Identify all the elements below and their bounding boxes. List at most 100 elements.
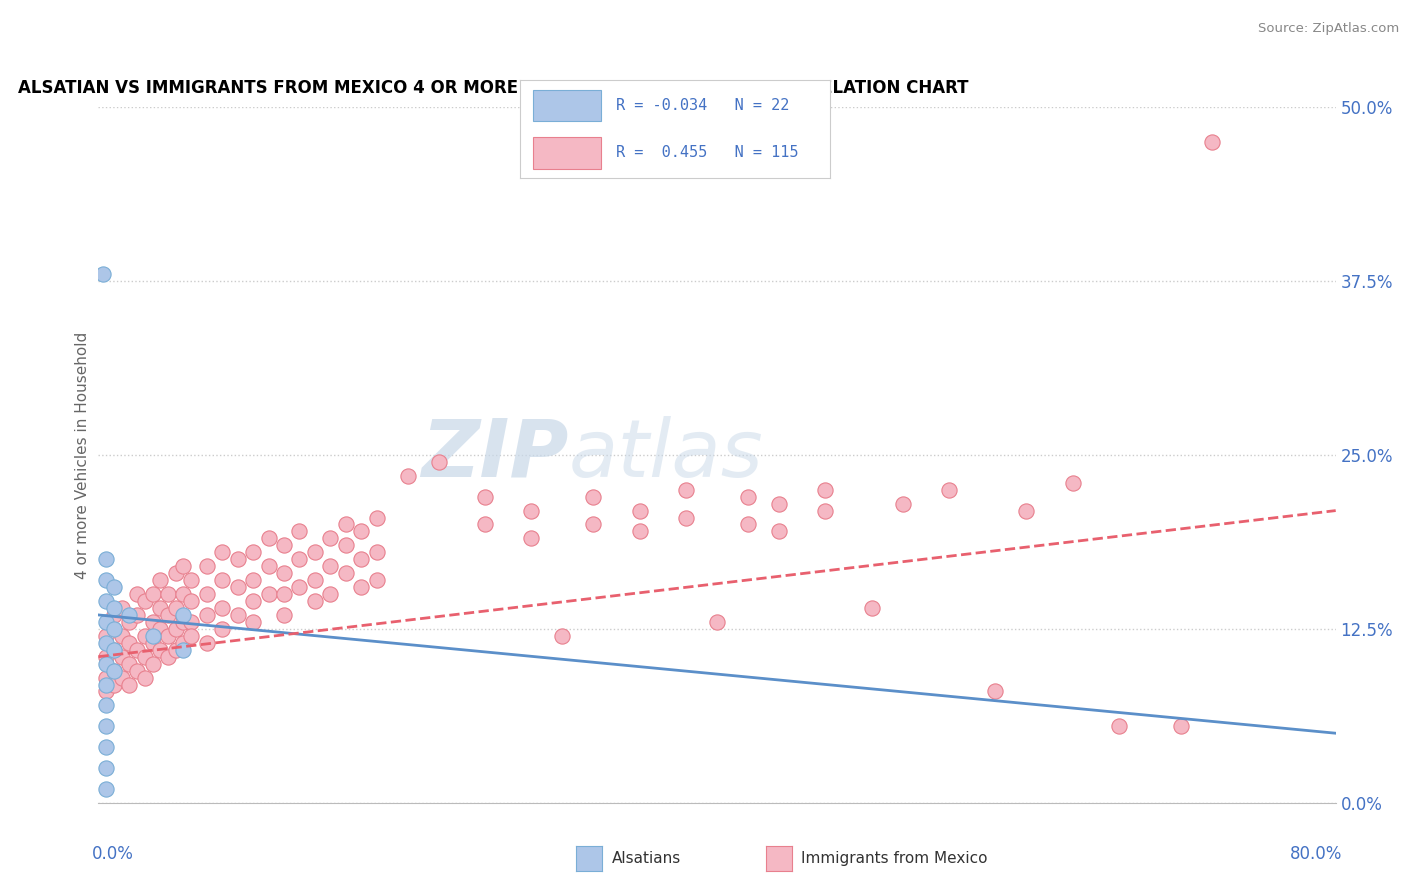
Point	[173, 559, 195, 574]
Point	[628, 503, 651, 517]
Point	[111, 649, 134, 664]
Point	[134, 671, 156, 685]
Point	[103, 601, 125, 615]
Point	[675, 483, 697, 497]
Point	[335, 566, 357, 581]
Point	[582, 490, 605, 504]
Point	[242, 594, 264, 608]
Point	[91, 267, 114, 281]
Point	[96, 740, 118, 755]
Point	[103, 607, 125, 622]
Point	[242, 615, 264, 629]
Point	[366, 573, 388, 587]
Point	[157, 649, 180, 664]
Point	[118, 677, 141, 691]
Point	[226, 580, 249, 594]
Point	[860, 601, 883, 615]
Point	[103, 664, 125, 678]
Point	[366, 545, 388, 559]
Point	[319, 587, 342, 601]
Point	[165, 566, 187, 581]
Point	[335, 538, 357, 552]
Point	[134, 649, 156, 664]
Point	[149, 573, 172, 587]
Point	[180, 629, 202, 643]
Point	[127, 587, 149, 601]
Point	[257, 587, 280, 601]
Point	[103, 642, 125, 657]
Point	[288, 552, 311, 566]
Point	[96, 657, 118, 671]
Bar	[533, 137, 600, 169]
Point	[96, 615, 118, 629]
Point	[127, 607, 149, 622]
Point	[211, 601, 233, 615]
Bar	[533, 90, 600, 121]
Point	[96, 781, 118, 796]
Point	[96, 719, 118, 733]
Text: Immigrants from Mexico: Immigrants from Mexico	[801, 851, 988, 865]
Point	[111, 601, 134, 615]
Point	[96, 761, 118, 775]
Point	[149, 642, 172, 657]
Point	[211, 622, 233, 636]
Text: 0.0%: 0.0%	[93, 845, 134, 863]
Point	[149, 601, 172, 615]
Point	[520, 503, 543, 517]
Point	[96, 636, 118, 650]
Text: atlas: atlas	[568, 416, 763, 494]
Point	[366, 510, 388, 524]
Point	[350, 580, 373, 594]
Point	[103, 622, 125, 636]
Point	[165, 622, 187, 636]
Point	[103, 580, 125, 594]
Point	[474, 517, 496, 532]
Point	[96, 629, 118, 643]
Text: Source: ZipAtlas.com: Source: ZipAtlas.com	[1258, 22, 1399, 36]
Point	[96, 594, 118, 608]
Point	[226, 607, 249, 622]
Point	[396, 468, 419, 483]
Point	[427, 455, 450, 469]
Point	[118, 615, 141, 629]
Point	[96, 649, 118, 664]
Point	[242, 573, 264, 587]
Point	[173, 607, 195, 622]
Point	[149, 622, 172, 636]
Point	[814, 503, 837, 517]
Point	[768, 497, 790, 511]
Point	[273, 538, 295, 552]
Point	[582, 517, 605, 532]
Point	[134, 594, 156, 608]
Point	[96, 698, 118, 713]
Point	[211, 545, 233, 559]
Point	[157, 607, 180, 622]
Point	[350, 524, 373, 539]
Point	[288, 580, 311, 594]
Point	[304, 573, 326, 587]
Point	[891, 497, 914, 511]
Y-axis label: 4 or more Vehicles in Household: 4 or more Vehicles in Household	[75, 331, 90, 579]
Point	[180, 594, 202, 608]
Point	[118, 636, 141, 650]
Point	[195, 587, 218, 601]
Point	[118, 657, 141, 671]
Point	[226, 552, 249, 566]
Point	[242, 545, 264, 559]
Point	[118, 607, 141, 622]
Point	[288, 524, 311, 539]
Point	[165, 642, 187, 657]
Point	[1062, 475, 1084, 490]
Point	[96, 671, 118, 685]
Point	[111, 671, 134, 685]
Text: R =  0.455   N = 115: R = 0.455 N = 115	[616, 145, 799, 161]
Point	[142, 587, 165, 601]
Point	[157, 587, 180, 601]
Point	[142, 636, 165, 650]
Point	[1015, 503, 1038, 517]
Point	[814, 483, 837, 497]
Point	[195, 607, 218, 622]
Point	[273, 566, 295, 581]
Point	[737, 490, 759, 504]
Point	[1201, 135, 1223, 149]
